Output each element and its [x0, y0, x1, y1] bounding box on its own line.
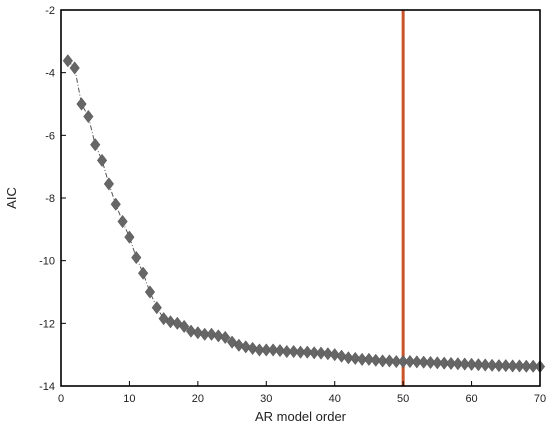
data-point-diamond [62, 54, 73, 68]
data-point-diamond [398, 354, 409, 369]
x-tick-label: 60 [465, 393, 477, 405]
data-point-diamond [117, 214, 128, 229]
data-point-diamond [315, 346, 327, 360]
data-point-diamond [404, 354, 416, 369]
data-point-diamond [199, 327, 210, 341]
y-axis-ticks: -2 -4 -6 -8 -10 -12 -14 [39, 5, 66, 393]
data-point-diamond [425, 355, 436, 370]
data-point-diamond [452, 357, 464, 371]
plot-frame [60, 9, 541, 387]
data-point-diamond [151, 301, 162, 315]
data-point-diamond [144, 285, 156, 299]
data-point-diamond [131, 250, 142, 265]
data-point-diamond [96, 153, 108, 168]
data-point-diamond [254, 343, 265, 357]
data-point-diamond [261, 343, 272, 357]
data-point-diamond [391, 354, 402, 369]
data-point-diamond [240, 340, 251, 354]
x-tick-label: 30 [260, 393, 272, 405]
data-point-diamond [69, 61, 80, 75]
data-point-diamond [206, 327, 217, 341]
y-tick-label: -2 [45, 5, 55, 17]
data-point-diamond [103, 177, 115, 191]
data-point-diamond [411, 355, 422, 369]
data-point-diamond [220, 330, 231, 345]
data-point-diamond [521, 359, 532, 373]
data-point-diamond [418, 355, 429, 369]
data-point-diamond [185, 324, 197, 338]
y-tick-label: -4 [45, 68, 55, 80]
data-point-diamond [473, 358, 484, 372]
data-point-diamond [459, 357, 470, 371]
data-point-diamond [76, 97, 87, 111]
x-tick-label: 10 [123, 393, 135, 405]
data-point-diamond [356, 352, 368, 366]
data-point-diamond [295, 345, 306, 359]
data-point-diamond [137, 266, 149, 280]
data-point-diamond [384, 354, 395, 368]
data-point-diamond [514, 359, 525, 373]
data-point-diamond [528, 359, 539, 373]
data-point-diamond [302, 345, 313, 359]
y-tick-label: -14 [39, 381, 55, 393]
data-point-diamond [445, 356, 457, 371]
data-point-diamond [329, 348, 340, 362]
data-point-diamond [213, 329, 224, 343]
y-tick-label: -8 [45, 193, 55, 205]
data-point-diamond [90, 138, 101, 152]
data-point-diamond [233, 338, 245, 352]
x-tick-label: 70 [534, 393, 546, 405]
x-tick-label: 40 [329, 393, 341, 405]
y-tick-label: -10 [39, 256, 55, 268]
data-point-diamond [486, 358, 498, 372]
data-point-diamond [466, 357, 477, 371]
data-point-diamond [110, 197, 121, 211]
y-tick-label: -12 [39, 318, 55, 330]
data-point-diamond [165, 315, 176, 329]
y-axis-title: AIC [4, 187, 19, 209]
data-point-diamond [281, 344, 292, 359]
data-point-diamond [274, 343, 286, 358]
data-point-diamond [377, 354, 388, 368]
connector-layer [67, 60, 541, 368]
data-point-diamond [247, 341, 258, 356]
data-point-diamond [288, 344, 299, 359]
data-point-diamond [480, 358, 491, 372]
data-point-diamond [83, 109, 94, 124]
data-point-diamond [432, 356, 443, 370]
data-point-diamond [179, 319, 190, 334]
data-point-diamond [439, 356, 450, 370]
data-point-diamond [350, 351, 361, 366]
data-point-diamond [500, 359, 511, 373]
data-point-diamond [370, 353, 381, 367]
x-tick-label: 20 [192, 393, 204, 405]
data-point-diamond [172, 316, 183, 330]
x-axis-title: AR model order [255, 409, 347, 424]
data-point-diamond [493, 359, 505, 373]
data-point-diamond [192, 326, 203, 340]
y-tick-label: -6 [45, 130, 55, 142]
x-tick-label: 50 [397, 393, 409, 405]
data-point-diamond [124, 230, 135, 244]
x-tick-label: 0 [58, 393, 64, 405]
marker-layer [62, 54, 546, 374]
data-point-diamond [363, 352, 375, 366]
series-connector-line [67, 60, 541, 368]
data-point-diamond [309, 346, 320, 360]
x-axis-ticks: 0 10 20 30 40 50 60 70 [58, 381, 546, 405]
data-point-diamond [343, 351, 354, 365]
data-point-diamond [336, 349, 347, 363]
data-point-diamond [322, 347, 333, 361]
data-point-diamond [268, 343, 279, 357]
data-point-diamond [507, 359, 518, 373]
